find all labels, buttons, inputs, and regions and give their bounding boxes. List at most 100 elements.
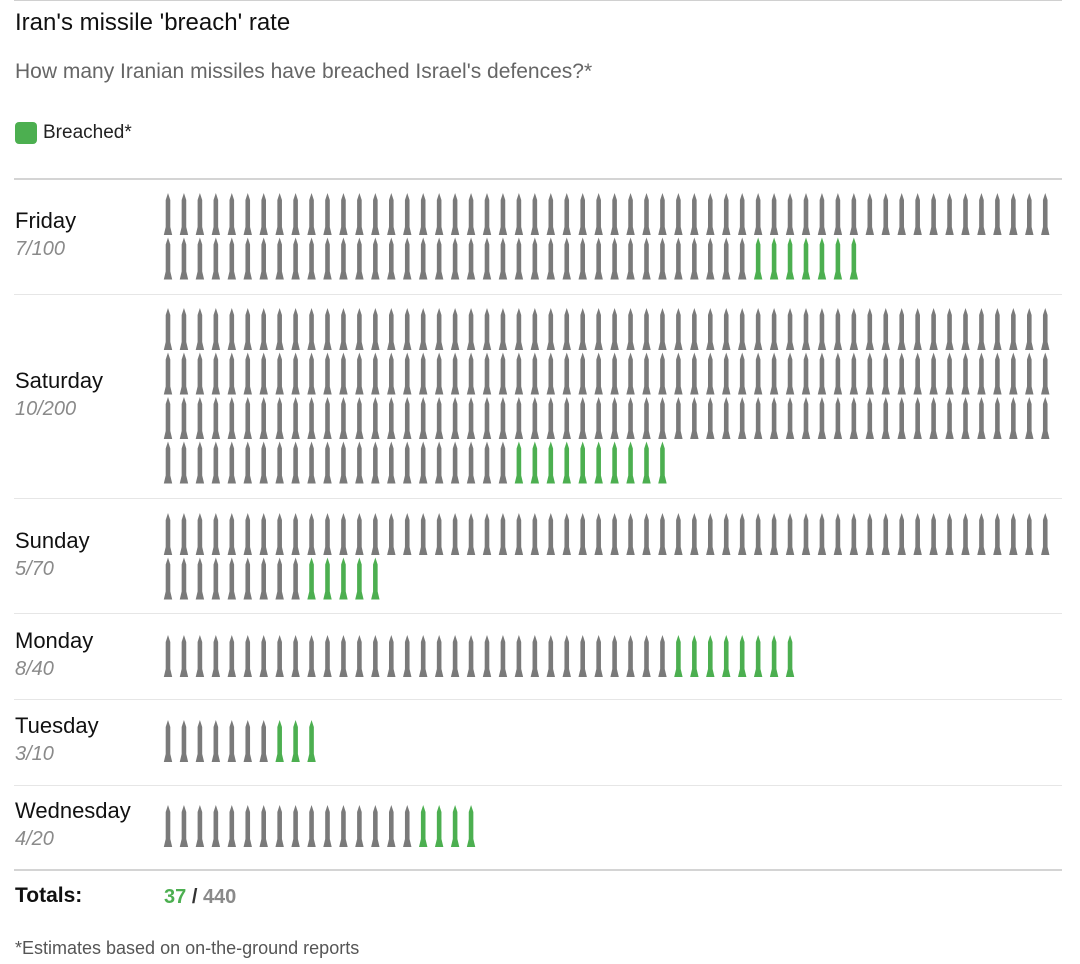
missile-icon-intercepted (706, 352, 715, 395)
missile-icon-intercepted (179, 720, 189, 762)
missile-icon-intercepted (259, 635, 268, 677)
missile-icon-intercepted (865, 397, 874, 439)
missile-icon-intercepted (419, 193, 428, 235)
missile-icon-breached (642, 441, 651, 484)
missile-icon-intercepted (897, 308, 906, 350)
missile-icon-intercepted (594, 513, 603, 555)
day-name-saturday: Saturday (15, 368, 104, 393)
missile-group-wednesday (163, 805, 476, 847)
missile-group-saturday (163, 308, 1050, 484)
missile-icon-intercepted (323, 193, 332, 235)
missile-icon-intercepted (674, 513, 683, 555)
missile-icon-intercepted (227, 397, 236, 439)
missile-icon-intercepted (929, 193, 938, 235)
missile-icon-intercepted (993, 397, 1002, 439)
missile-icon-breached (578, 441, 587, 484)
missile-icon-intercepted (211, 352, 221, 395)
missile-icon-intercepted (355, 635, 364, 677)
missile-icon-intercepted (785, 513, 795, 555)
missile-icon-intercepted (387, 441, 396, 484)
missile-icon-intercepted (785, 193, 795, 235)
day-name-wednesday: Wednesday (15, 798, 131, 823)
missile-icon-intercepted (785, 397, 795, 439)
missile-icon-intercepted (849, 308, 859, 350)
missile-icon-intercepted (275, 352, 284, 395)
missile-icon-intercepted (259, 352, 268, 395)
missile-icon-intercepted (339, 308, 348, 350)
missile-icon-intercepted (466, 441, 476, 484)
missile-icon-intercepted (642, 193, 651, 235)
missile-icon-intercepted (722, 513, 731, 555)
missile-icon-intercepted (227, 513, 236, 555)
missile-icon-intercepted (307, 513, 316, 555)
missile-icon-intercepted (610, 193, 619, 235)
header-divider (14, 178, 1062, 180)
missile-icon-intercepted (387, 397, 396, 439)
missile-icon-intercepted (514, 513, 524, 555)
chart-subtitle: How many Iranian missiles have breached … (15, 60, 593, 83)
missile-icon-intercepted (865, 193, 874, 235)
missile-icon-intercepted (769, 397, 779, 439)
missile-icon-intercepted (227, 441, 236, 484)
missile-icon-intercepted (658, 308, 667, 350)
missile-icon-intercepted (977, 308, 986, 350)
missile-icon-intercepted (291, 237, 300, 280)
missile-icon-intercepted (211, 397, 221, 439)
missile-icon-intercepted (929, 352, 938, 395)
missile-icon-intercepted (610, 635, 619, 677)
missile-icon-intercepted (387, 193, 396, 235)
missile-icon-breached (275, 720, 284, 762)
missile-icon-intercepted (578, 352, 587, 395)
missile-icon-intercepted (339, 513, 348, 555)
missile-icon-intercepted (163, 237, 173, 280)
missile-icon-intercepted (785, 308, 795, 350)
day-name-friday: Friday (15, 208, 77, 233)
missile-icon-intercepted (578, 635, 587, 677)
missile-icon-intercepted (243, 308, 252, 350)
missile-icon-intercepted (753, 352, 763, 395)
missile-icon-intercepted (259, 513, 268, 555)
missile-icon-intercepted (450, 635, 460, 677)
missile-icon-intercepted (434, 441, 444, 484)
missile-icon-breached (466, 805, 476, 847)
day-ratio-friday: 7/100 (15, 238, 66, 260)
missile-icon-breached (833, 237, 843, 280)
missile-icon-intercepted (227, 557, 236, 600)
row-divider (14, 699, 1062, 700)
missile-icon-intercepted (801, 193, 811, 235)
missile-icon-intercepted (961, 397, 970, 439)
missile-icon-intercepted (897, 397, 906, 439)
missile-icon-intercepted (243, 805, 252, 847)
missile-icon-intercepted (514, 237, 524, 280)
missile-icon-intercepted (195, 720, 205, 762)
missile-icon-intercepted (674, 397, 683, 439)
missile-icon-intercepted (498, 193, 508, 235)
missile-icon-intercepted (578, 513, 587, 555)
top-divider (14, 0, 1062, 1)
missile-icon-intercepted (1009, 352, 1018, 395)
missile-icon-intercepted (450, 237, 460, 280)
missile-icon-intercepted (419, 441, 428, 484)
missile-icon-intercepted (450, 441, 460, 484)
missile-icon-intercepted (450, 513, 460, 555)
missile-icon-intercepted (227, 237, 236, 280)
missile-icon-intercepted (833, 397, 843, 439)
missile-icon-intercepted (610, 513, 619, 555)
missile-icon-breached (307, 720, 316, 762)
missile-icon-intercepted (482, 397, 492, 439)
missile-icon-intercepted (387, 635, 396, 677)
missile-icon-intercepted (275, 513, 284, 555)
missile-icon-intercepted (817, 513, 827, 555)
missile-icon-intercepted (227, 193, 236, 235)
missile-icon-intercepted (865, 308, 874, 350)
missile-icon-intercepted (722, 308, 731, 350)
missile-icon-intercepted (562, 237, 571, 280)
missile-icon-intercepted (945, 513, 954, 555)
missile-icon-breached (355, 557, 364, 600)
day-name-monday: Monday (15, 628, 94, 653)
missile-icon-intercepted (466, 397, 476, 439)
missile-icon-intercepted (658, 352, 667, 395)
missile-icon-intercepted (658, 635, 667, 677)
missile-icon-intercepted (738, 397, 747, 439)
